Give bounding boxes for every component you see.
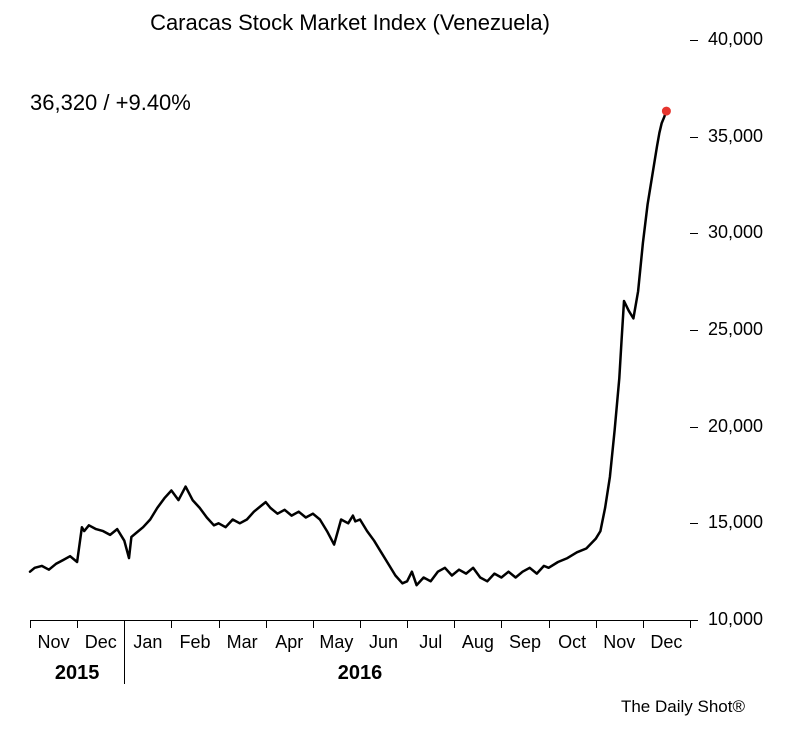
x-month-label: Nov xyxy=(38,632,70,653)
y-tick-label: 20,000 xyxy=(708,416,763,437)
x-month-label: Dec xyxy=(650,632,682,653)
x-tick-mark xyxy=(360,620,361,628)
x-month-label: Jul xyxy=(419,632,442,653)
x-month-label: May xyxy=(319,632,353,653)
x-month-label: Aug xyxy=(462,632,494,653)
y-tick-mark xyxy=(690,620,698,621)
x-tick-mark xyxy=(266,620,267,628)
y-tick-mark xyxy=(690,137,698,138)
x-month-label: Mar xyxy=(227,632,258,653)
x-tick-mark xyxy=(219,620,220,628)
y-tick-mark xyxy=(690,330,698,331)
x-tick-mark xyxy=(171,620,172,628)
x-month-label: Sep xyxy=(509,632,541,653)
y-tick-label: 35,000 xyxy=(708,126,763,147)
y-tick-mark xyxy=(690,40,698,41)
x-tick-mark xyxy=(549,620,550,628)
x-month-label: Nov xyxy=(603,632,635,653)
x-month-label: Oct xyxy=(558,632,586,653)
y-tick-label: 10,000 xyxy=(708,609,763,630)
x-tick-mark xyxy=(501,620,502,628)
x-month-label: Apr xyxy=(275,632,303,653)
y-tick-mark xyxy=(690,233,698,234)
x-tick-mark xyxy=(313,620,314,628)
x-tick-mark xyxy=(30,620,31,628)
y-tick-mark xyxy=(690,523,698,524)
chart-title: Caracas Stock Market Index (Venezuela) xyxy=(0,10,700,36)
year-divider xyxy=(124,620,125,684)
x-tick-mark xyxy=(77,620,78,628)
year-label: 2015 xyxy=(55,662,100,685)
x-month-label: Jan xyxy=(133,632,162,653)
line-chart-svg xyxy=(30,40,690,620)
x-tick-mark xyxy=(690,620,691,628)
y-tick-label: 30,000 xyxy=(708,222,763,243)
x-month-label: Jun xyxy=(369,632,398,653)
x-tick-mark xyxy=(407,620,408,628)
x-tick-mark xyxy=(643,620,644,628)
y-tick-mark xyxy=(690,427,698,428)
y-tick-label: 25,000 xyxy=(708,319,763,340)
x-tick-mark xyxy=(596,620,597,628)
x-tick-mark xyxy=(454,620,455,628)
y-tick-label: 40,000 xyxy=(708,29,763,50)
credit-label: The Daily Shot® xyxy=(621,697,745,717)
x-month-label: Dec xyxy=(85,632,117,653)
year-label: 2016 xyxy=(338,662,383,685)
y-tick-label: 15,000 xyxy=(708,512,763,533)
x-month-label: Feb xyxy=(179,632,210,653)
